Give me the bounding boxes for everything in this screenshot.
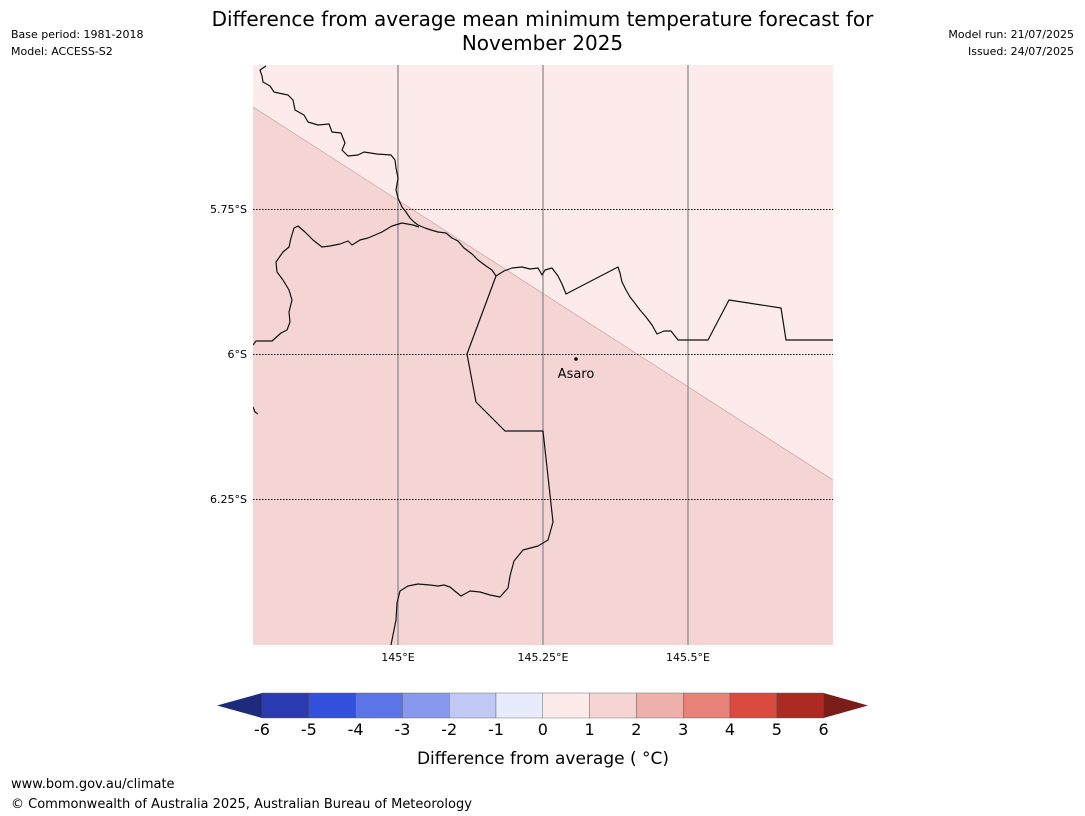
colorbar-tick-label: -1 — [488, 720, 504, 739]
footer-url[interactable]: www.bom.gov.au/climate — [11, 777, 175, 792]
metadata-right: Model run: 21/07/2025 Issued: 24/07/2025 — [948, 26, 1074, 60]
colorbar-tick-label: 3 — [678, 720, 688, 739]
place-dot — [574, 357, 578, 361]
base-period: Base period: 1981-2018 — [11, 28, 144, 41]
colorbar-over-arrow — [823, 693, 868, 718]
model-run: Model run: 21/07/2025 — [948, 28, 1074, 41]
boundary-central — [495, 266, 833, 341]
place-label: Asaro — [558, 367, 595, 382]
colorbar-title: Difference from average ( °C) — [417, 749, 669, 769]
colorbar-tick-labels: -6 -5 -4 -3 -2 -1 0 1 2 3 4 5 6 — [254, 720, 829, 739]
latitude-labels: 5.75°S 6°S 6.25°S — [210, 203, 247, 506]
colorbar-bin — [261, 692, 309, 719]
colorbar-bin — [729, 692, 777, 719]
colorbar — [217, 692, 868, 719]
model-name: Model: ACCESS-S2 — [11, 45, 113, 58]
colorbar-bin — [776, 692, 824, 719]
colorbar-tick-label: 5 — [772, 720, 782, 739]
colorbar-tick-label: 6 — [819, 720, 829, 739]
lon-label: 145.5°E — [666, 651, 710, 664]
metadata-left: Base period: 1981-2018 Model: ACCESS-S2 — [11, 26, 143, 60]
footer-copyright: © Commonwealth of Australia 2025, Austra… — [11, 797, 472, 812]
issued-date: Issued: 24/07/2025 — [967, 45, 1074, 58]
province-boundaries — [253, 65, 833, 645]
lon-label: 145.25°E — [518, 651, 569, 664]
boundary-northwest — [253, 222, 420, 346]
colorbar-tick-label: -2 — [441, 720, 457, 739]
colorbar-tick-label: 4 — [725, 720, 735, 739]
colorbar-bin — [542, 692, 590, 719]
colorbar-bin — [355, 692, 403, 719]
latitude-gridlines — [253, 209, 833, 500]
longitude-labels: 145°E 145.25°E 145.5°E — [381, 651, 710, 664]
lat-label: 6°S — [228, 348, 247, 361]
colorbar-tick-label: -4 — [348, 720, 364, 739]
colorbar-bin — [449, 692, 497, 719]
boundary-district — [390, 275, 554, 645]
colorbar-bin — [402, 692, 450, 719]
colorbar-under-arrow — [217, 693, 262, 718]
colorbar-tick-label: -3 — [394, 720, 410, 739]
page-title: Difference from average mean minimum tem… — [180, 7, 905, 55]
map-area: Asaro — [253, 65, 833, 645]
title-line-1: Difference from average mean minimum tem… — [211, 7, 874, 31]
title-line-2: November 2025 — [461, 31, 624, 55]
colorbar-tick-label: 1 — [585, 720, 595, 739]
lat-label: 5.75°S — [210, 203, 247, 216]
colorbar-tick-label: -6 — [254, 720, 270, 739]
colorbar-bin — [495, 692, 543, 719]
colorbar-tick-label: 2 — [631, 720, 641, 739]
colorbar-bin — [589, 692, 637, 719]
lon-label: 145°E — [381, 651, 414, 664]
boundary-north — [259, 65, 497, 277]
lat-label: 6.25°S — [210, 493, 247, 506]
colorbar-bin — [308, 692, 356, 719]
place-marker-asaro: Asaro — [558, 357, 595, 382]
longitude-gridlines — [397, 65, 689, 645]
colorbar-bin — [636, 692, 684, 719]
colorbar-bin — [683, 692, 731, 719]
boundary-west-fragment — [253, 406, 259, 415]
colorbar-tick-label: -5 — [301, 720, 317, 739]
footer: www.bom.gov.au/climate © Commonwealth of… — [11, 775, 472, 815]
colorbar-tick-label: 0 — [538, 720, 548, 739]
